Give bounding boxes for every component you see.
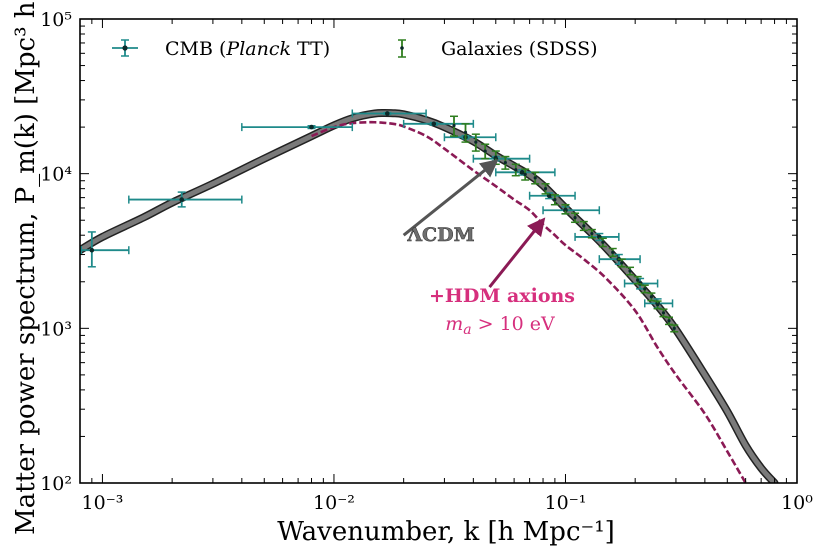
marker — [620, 261, 624, 265]
marker — [309, 124, 314, 130]
galaxy-point-10 — [550, 194, 559, 206]
ticks-layer: 10⁻³ 10⁻² 10⁻¹ 10⁰ 10² 10³ 10⁴ 10⁵ — [40, 9, 813, 514]
galaxy-point-5 — [501, 155, 510, 170]
marker — [667, 319, 671, 323]
galaxy-point-25 — [670, 324, 679, 333]
marker — [553, 197, 557, 202]
lcdm-curve — [80, 110, 778, 483]
marker — [643, 287, 647, 291]
galaxy-point-8 — [531, 171, 540, 185]
marker — [543, 187, 548, 191]
galaxy-point-16 — [608, 247, 617, 258]
legend: CMB (Planck TT) Galaxies (SDSS) — [112, 38, 598, 60]
marker — [514, 168, 518, 172]
x-tick-label: 10⁻¹ — [545, 492, 587, 514]
marker — [503, 160, 507, 165]
galaxy-point-20 — [640, 284, 649, 294]
marker — [431, 121, 437, 127]
galaxy-point-19 — [633, 275, 642, 285]
annotations-layer: ΛCDM +HDM axions ma > 10 eV — [402, 159, 575, 338]
galaxy-point-1 — [461, 123, 470, 143]
y-tick-label: 10⁴ — [40, 164, 72, 186]
hdm-mass-label: ma > 10 eV — [445, 313, 555, 338]
data-points-layer — [80, 109, 679, 333]
galaxy-point-17 — [617, 258, 626, 268]
x-tick-label: 10⁰ — [781, 492, 813, 514]
cmb-point-8 — [528, 191, 576, 200]
marker — [636, 278, 640, 282]
plot-border — [79, 18, 798, 484]
galaxy-point-22 — [653, 300, 662, 310]
galaxy-point-6 — [511, 163, 520, 177]
cmb-point-3 — [351, 109, 427, 118]
galaxy-point-2 — [471, 133, 480, 152]
cmb-point-2 — [241, 123, 354, 132]
hdm-arrow — [488, 217, 546, 288]
legend-label-cmb: CMB (Planck TT) — [165, 38, 330, 60]
marker — [474, 140, 478, 144]
galaxy-point-13 — [579, 220, 588, 232]
y-tick-label: 10⁵ — [40, 9, 72, 31]
curves-layer — [80, 108, 779, 483]
galaxy-point-3 — [481, 143, 490, 160]
axes-frame — [79, 18, 798, 484]
marker — [452, 123, 456, 128]
marker — [573, 215, 577, 220]
y-tick-label: 10² — [40, 473, 72, 495]
legend-label-galaxies: Galaxies (SDSS) — [441, 38, 598, 60]
lcdm-curve-outline — [80, 108, 779, 483]
legend-item-cmb: CMB (Planck TT) — [112, 38, 330, 60]
y-tick-label: 10³ — [40, 318, 72, 340]
galaxy-point-0 — [450, 115, 459, 137]
marker — [582, 224, 586, 228]
cmb-point-10 — [574, 232, 620, 242]
galaxy-point-11 — [561, 203, 570, 215]
legend-marker — [400, 46, 404, 50]
marker — [463, 130, 468, 134]
marker — [601, 240, 605, 244]
marker — [179, 197, 185, 202]
galaxy-point-12 — [571, 212, 580, 224]
marker — [385, 111, 390, 116]
cmb-point-1 — [128, 191, 243, 208]
x-tick-label: 10⁻³ — [82, 492, 124, 514]
hdm-label: +HDM axions — [429, 285, 575, 307]
marker — [672, 326, 676, 330]
galaxy-point-18 — [626, 266, 635, 276]
x-tick-label: 10⁻² — [313, 492, 355, 514]
x-axis-label: Wavenumber, k [h Mpc⁻¹] — [277, 517, 615, 547]
marker — [611, 250, 615, 254]
galaxy-point-15 — [598, 237, 607, 248]
galaxy-point-9 — [541, 183, 550, 195]
hdm-axion-curve — [311, 120, 747, 483]
galaxy-point-7 — [521, 168, 530, 181]
marker — [649, 295, 653, 299]
marker — [533, 176, 537, 180]
marker — [519, 170, 525, 175]
marker — [590, 231, 594, 236]
marker — [494, 155, 498, 159]
legend-item-galaxies: Galaxies (SDSS) — [398, 38, 598, 60]
marker — [656, 303, 660, 307]
marker — [523, 172, 527, 176]
lcdm-label: ΛCDM — [406, 224, 474, 246]
marker — [89, 247, 95, 253]
y-axis-label: Matter power spectrum, P_m(k) [Mpc³ h⁻³] — [11, 0, 41, 535]
lcdm-arrow — [402, 159, 499, 237]
galaxy-point-14 — [587, 228, 596, 239]
marker — [563, 207, 568, 211]
marker — [483, 149, 487, 153]
marker — [628, 269, 632, 273]
marker — [661, 311, 666, 315]
legend-marker — [122, 45, 128, 51]
cmb-point-0 — [80, 231, 130, 268]
